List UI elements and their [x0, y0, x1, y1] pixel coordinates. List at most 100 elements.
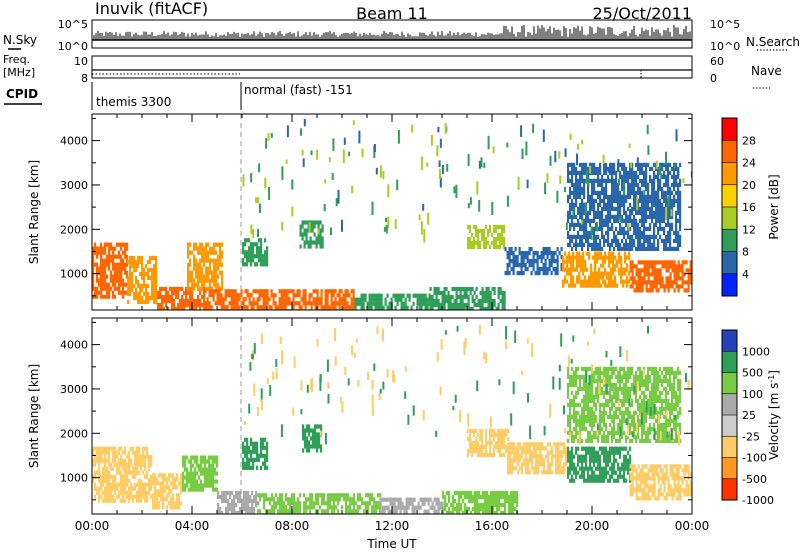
data-cell [490, 502, 493, 508]
data-cell [499, 444, 502, 450]
data-cell [248, 238, 251, 243]
data-cell [657, 178, 660, 183]
data-cell [319, 232, 322, 237]
data-cell [158, 493, 161, 498]
data-cell [586, 267, 589, 272]
data-cell [258, 293, 261, 298]
data-cell [495, 244, 498, 250]
data-cell [397, 505, 400, 510]
data-cell [319, 240, 322, 245]
data-cell [439, 306, 442, 310]
data-cell [126, 270, 129, 275]
data-cell [667, 264, 670, 269]
data-cell [633, 194, 636, 199]
data-cell [555, 462, 558, 467]
data-cell [193, 266, 196, 271]
data-cell [234, 297, 237, 302]
data-cell [665, 151, 667, 165]
data-cell [126, 462, 129, 467]
data-cell [603, 198, 606, 203]
data-cell [491, 240, 494, 246]
data-cell [263, 505, 266, 510]
data-cell [124, 446, 127, 451]
data-cell [516, 271, 519, 276]
data-cell [602, 259, 605, 264]
data-cell [400, 297, 403, 302]
data-cell [320, 305, 323, 310]
data-cell [210, 289, 213, 294]
data-cell [482, 490, 485, 496]
data-cell [332, 293, 335, 298]
data-cell [569, 190, 572, 195]
data-cell [326, 305, 329, 310]
data-cell [110, 482, 113, 487]
data-cell [318, 444, 321, 449]
data-cell [176, 505, 179, 510]
data-cell [456, 490, 459, 496]
data-cell [248, 250, 251, 255]
data-cell [569, 478, 572, 483]
data-cell [301, 220, 304, 225]
data-cell [321, 501, 324, 506]
data-cell [617, 186, 620, 191]
data-cell [555, 454, 558, 459]
data-cell [611, 174, 614, 179]
data-cell [357, 497, 360, 502]
data-cell [399, 505, 402, 510]
data-cell [524, 251, 527, 256]
data-cell [281, 166, 284, 180]
data-cell [619, 190, 622, 195]
data-cell [647, 242, 650, 247]
data-cell [196, 463, 199, 468]
data-cell [168, 501, 171, 506]
data-cell [220, 305, 223, 310]
data-cell [148, 490, 151, 495]
data-cell [641, 202, 644, 207]
data-cell [479, 306, 482, 310]
data-cell [247, 506, 250, 512]
data-cell [230, 289, 233, 294]
data-cell [599, 178, 602, 183]
data-cell [581, 210, 584, 215]
data-cell [287, 497, 290, 502]
data-cell [104, 490, 107, 495]
data-cell [267, 509, 270, 514]
data-cell [104, 462, 107, 467]
data-cell [205, 270, 208, 275]
data-cell [334, 297, 337, 302]
data-cell [136, 490, 139, 495]
data-cell [629, 246, 632, 251]
data-cell [527, 442, 530, 447]
colorbar-tick-label: 16 [742, 201, 756, 214]
data-cell [576, 267, 579, 272]
data-cell [129, 283, 132, 289]
data-cell [625, 194, 628, 199]
data-cell [657, 206, 660, 211]
data-cell [584, 275, 587, 280]
data-cell [594, 267, 597, 272]
data-cell [104, 282, 107, 287]
data-cell [199, 262, 202, 267]
data-cell [653, 230, 656, 235]
data-cell [208, 463, 211, 468]
data-cell [550, 251, 553, 256]
data-cell [102, 446, 105, 451]
data-cell [147, 299, 150, 305]
colorbar-swatch [722, 162, 737, 186]
data-cell [262, 258, 265, 263]
data-cell [653, 238, 656, 243]
data-cell [338, 289, 341, 294]
data-cell [507, 470, 510, 475]
data-cell [503, 452, 506, 458]
data-cell [673, 246, 676, 251]
data-cell [394, 297, 397, 302]
data-cell [631, 166, 634, 171]
data-cell [326, 289, 329, 294]
data-cell [541, 458, 544, 463]
data-cell [541, 442, 544, 447]
data-cell [689, 280, 692, 285]
data-cell [184, 463, 187, 468]
data-cell [435, 290, 438, 296]
data-cell [118, 250, 121, 255]
data-cell [124, 254, 127, 259]
